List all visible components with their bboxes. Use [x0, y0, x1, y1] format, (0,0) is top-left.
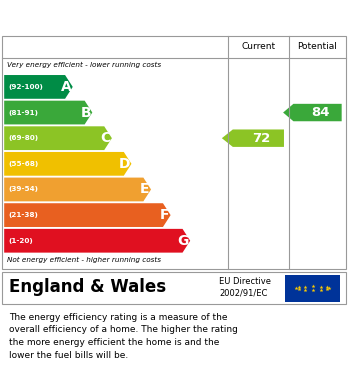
Text: C: C [100, 131, 111, 145]
Text: EU Directive: EU Directive [219, 277, 271, 286]
Polygon shape [4, 229, 190, 253]
Text: Potential: Potential [298, 42, 338, 51]
Text: (1-20): (1-20) [8, 238, 33, 244]
Text: (55-68): (55-68) [8, 161, 39, 167]
Text: G: G [177, 234, 189, 248]
Polygon shape [4, 126, 112, 150]
Bar [285, 275, 340, 301]
Text: Energy Efficiency Rating: Energy Efficiency Rating [9, 10, 230, 25]
Text: Current: Current [241, 42, 276, 51]
Text: F: F [160, 208, 169, 222]
Text: Not energy efficient - higher running costs: Not energy efficient - higher running co… [7, 256, 161, 263]
Text: B: B [80, 106, 91, 120]
Polygon shape [4, 75, 73, 99]
Text: (21-38): (21-38) [8, 212, 38, 218]
Text: D: D [119, 157, 130, 171]
Polygon shape [283, 104, 342, 121]
Text: E: E [140, 183, 150, 196]
Polygon shape [4, 203, 171, 227]
Text: Very energy efficient - lower running costs: Very energy efficient - lower running co… [7, 62, 161, 68]
Text: 2002/91/EC: 2002/91/EC [219, 289, 268, 298]
Polygon shape [4, 178, 151, 201]
Text: 72: 72 [253, 132, 271, 145]
Text: (92-100): (92-100) [8, 84, 43, 90]
Text: The energy efficiency rating is a measure of the
overall efficiency of a home. T: The energy efficiency rating is a measur… [9, 312, 238, 360]
Text: England & Wales: England & Wales [9, 278, 166, 296]
Text: 84: 84 [311, 106, 330, 119]
Text: (81-91): (81-91) [8, 109, 38, 116]
Polygon shape [4, 100, 92, 124]
Text: A: A [61, 80, 71, 94]
Polygon shape [4, 152, 132, 176]
Text: (39-54): (39-54) [8, 187, 38, 192]
Polygon shape [222, 129, 284, 147]
Text: (69-80): (69-80) [8, 135, 39, 141]
